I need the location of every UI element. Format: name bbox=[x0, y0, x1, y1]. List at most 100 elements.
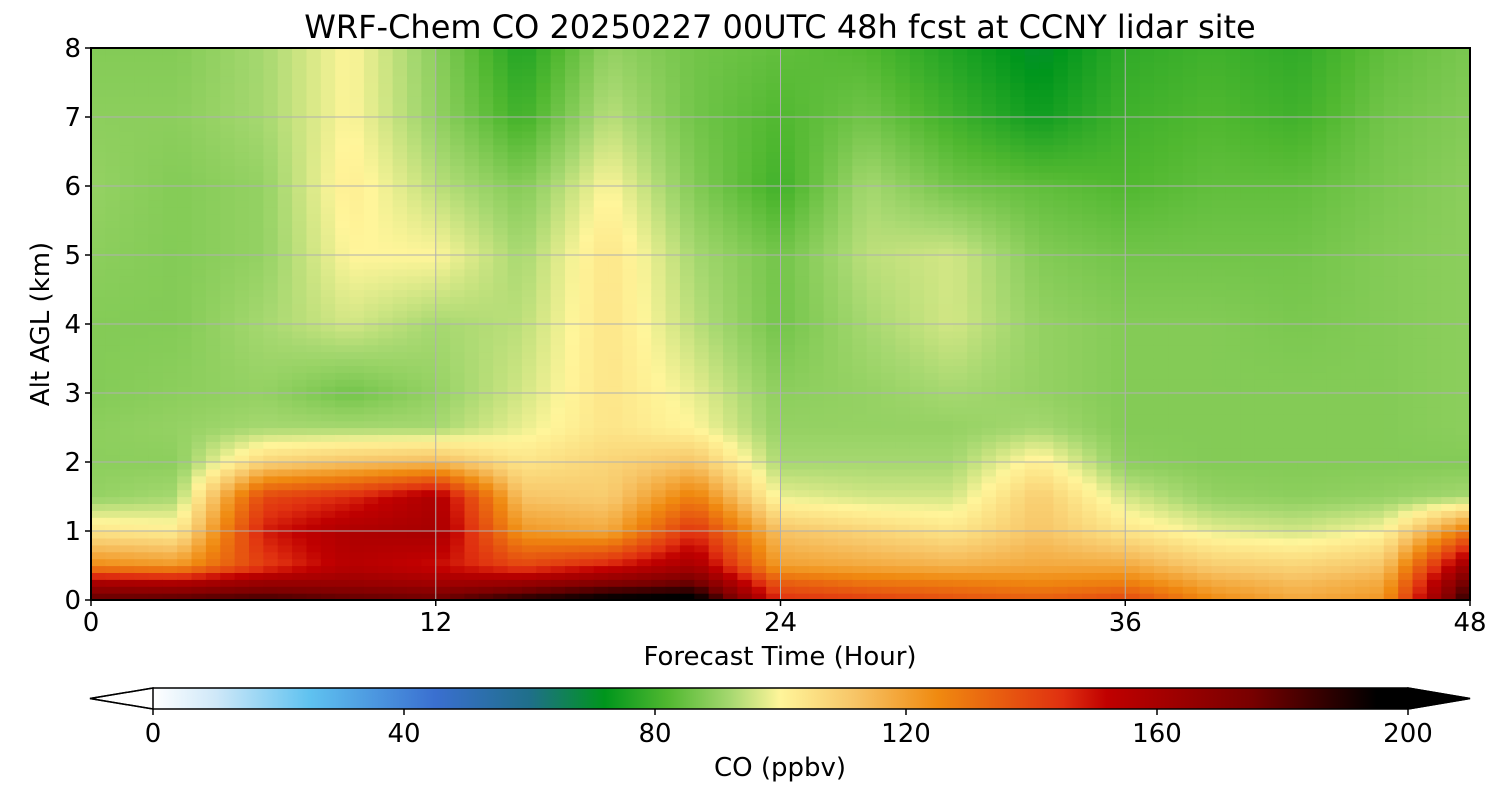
heatmap-cell bbox=[852, 427, 868, 435]
heatmap-cell bbox=[809, 75, 825, 84]
heatmap-cell bbox=[507, 137, 523, 146]
heatmap-cell bbox=[478, 103, 494, 111]
heatmap-cell bbox=[651, 75, 667, 84]
heatmap-cell bbox=[708, 372, 724, 380]
heatmap-cell bbox=[263, 275, 279, 284]
heatmap-cell bbox=[91, 89, 106, 97]
heatmap-cell bbox=[924, 551, 940, 560]
heatmap-cell bbox=[91, 330, 106, 339]
heatmap-cell bbox=[478, 434, 494, 442]
heatmap-cell bbox=[464, 130, 480, 139]
heatmap-cell bbox=[780, 172, 796, 180]
heatmap-cell bbox=[550, 241, 566, 249]
heatmap-cell bbox=[679, 330, 695, 339]
heatmap-cell bbox=[407, 261, 422, 270]
heatmap-cell bbox=[967, 317, 983, 325]
heatmap-cell bbox=[205, 427, 221, 435]
heatmap-cell bbox=[191, 593, 207, 601]
heatmap-cell bbox=[349, 579, 365, 587]
heatmap-cell bbox=[521, 206, 537, 215]
heatmap-cell bbox=[349, 586, 365, 594]
heatmap-cell bbox=[521, 482, 537, 491]
heatmap-cell bbox=[205, 565, 221, 573]
heatmap-cell bbox=[665, 68, 681, 77]
heatmap-cell bbox=[205, 579, 221, 587]
heatmap-cell bbox=[636, 282, 652, 291]
heatmap-cell bbox=[435, 303, 451, 311]
heatmap-cell bbox=[105, 303, 121, 311]
heatmap-cell bbox=[493, 48, 509, 56]
heatmap-cell bbox=[234, 393, 250, 401]
heatmap-cell bbox=[852, 255, 868, 263]
heatmap-cell bbox=[866, 448, 882, 456]
heatmap-cell bbox=[378, 379, 394, 387]
heatmap-cell bbox=[292, 517, 308, 525]
heatmap-cell bbox=[823, 324, 839, 332]
heatmap-cell bbox=[952, 144, 968, 153]
heatmap-cell bbox=[823, 144, 839, 153]
heatmap-cell bbox=[234, 496, 250, 504]
heatmap-cell bbox=[478, 586, 494, 594]
heatmap-cell bbox=[263, 351, 279, 360]
heatmap-cell bbox=[636, 441, 652, 449]
heatmap-cell bbox=[378, 303, 394, 311]
heatmap-cell bbox=[909, 192, 925, 201]
heatmap-cell bbox=[837, 68, 853, 77]
heatmap-cell bbox=[119, 586, 135, 594]
heatmap-cell bbox=[866, 372, 882, 380]
heatmap-cell bbox=[608, 282, 624, 291]
heatmap-cell bbox=[521, 144, 537, 153]
heatmap-cell bbox=[651, 365, 667, 373]
heatmap-cell bbox=[837, 448, 853, 456]
heatmap-cell bbox=[263, 462, 279, 470]
heatmap-cell bbox=[593, 565, 609, 573]
heatmap-cell bbox=[608, 496, 624, 504]
heatmap-cell bbox=[766, 413, 782, 422]
heatmap-cell bbox=[119, 117, 135, 125]
heatmap-cell bbox=[694, 489, 710, 498]
heatmap-cell bbox=[177, 462, 193, 470]
heatmap-cell bbox=[363, 531, 379, 539]
heatmap-cell bbox=[608, 524, 624, 532]
heatmap-cell bbox=[579, 379, 595, 387]
heatmap-cell bbox=[881, 130, 897, 139]
heatmap-cell bbox=[780, 420, 796, 429]
heatmap-cell bbox=[651, 227, 667, 235]
heatmap-cell bbox=[119, 199, 135, 208]
heatmap-cell bbox=[780, 531, 796, 539]
heatmap-cell bbox=[421, 544, 437, 553]
heatmap-cell bbox=[392, 531, 408, 539]
heatmap-cell bbox=[565, 213, 580, 222]
heatmap-cell bbox=[651, 296, 667, 304]
heatmap-cell bbox=[119, 144, 135, 153]
heatmap-cell bbox=[378, 503, 394, 511]
heatmap-cell bbox=[177, 227, 193, 235]
heatmap-cell bbox=[881, 248, 897, 256]
heatmap-cell bbox=[450, 379, 466, 387]
heatmap-cell bbox=[450, 117, 466, 125]
heatmap-cell bbox=[263, 455, 279, 463]
heatmap-cell bbox=[435, 482, 451, 491]
heatmap-cell bbox=[924, 386, 940, 394]
heatmap-cell bbox=[751, 165, 767, 173]
heatmap-cell bbox=[679, 206, 695, 215]
heatmap-cell bbox=[636, 255, 652, 263]
heatmap-cell bbox=[521, 158, 537, 166]
heatmap-cell bbox=[320, 524, 336, 532]
heatmap-cell bbox=[320, 399, 336, 408]
heatmap-cell bbox=[105, 261, 121, 270]
heatmap-cell bbox=[622, 213, 638, 222]
heatmap-cell bbox=[507, 455, 523, 463]
heatmap-cell bbox=[895, 537, 911, 546]
heatmap-cell bbox=[981, 489, 997, 498]
heatmap-cell bbox=[249, 289, 264, 297]
heatmap-cell bbox=[881, 579, 897, 587]
heatmap-cell bbox=[636, 296, 652, 304]
heatmap-cell bbox=[421, 151, 437, 159]
heatmap-cell bbox=[91, 261, 106, 270]
heatmap-cell bbox=[608, 275, 624, 284]
heatmap-cell bbox=[723, 572, 738, 580]
heatmap-cell bbox=[780, 82, 796, 90]
heatmap-cell bbox=[507, 324, 523, 332]
heatmap-cell bbox=[349, 261, 365, 270]
